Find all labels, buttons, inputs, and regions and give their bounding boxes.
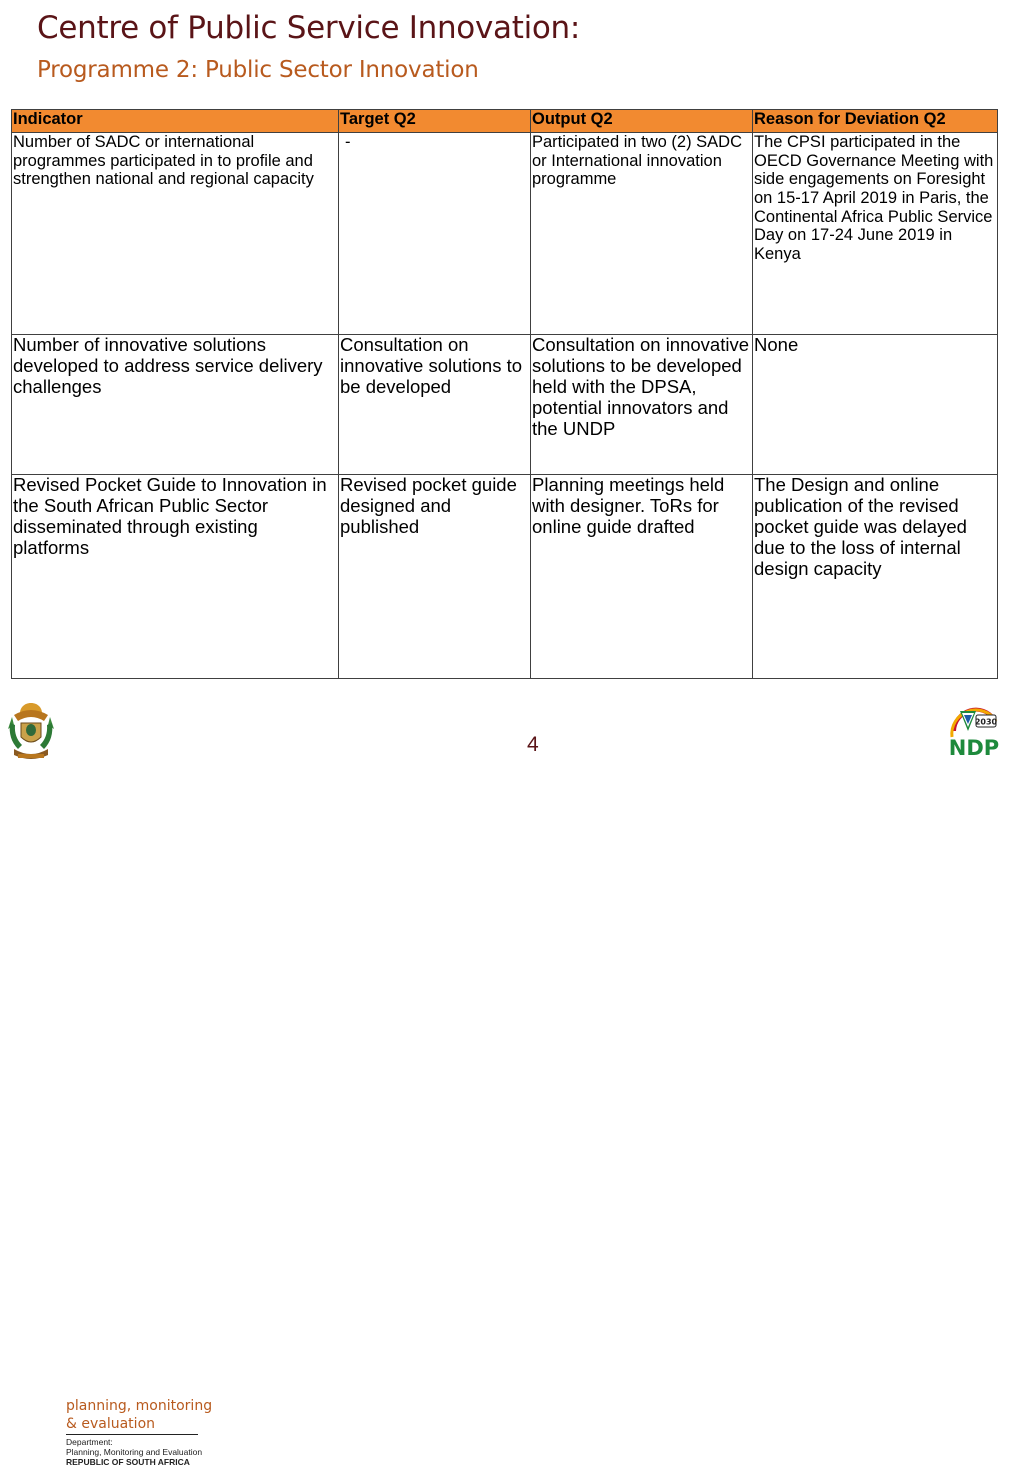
- cell-indicator: Number of SADC or international programm…: [11, 132, 339, 335]
- cell-indicator: Number of innovative solutions developed…: [11, 334, 339, 475]
- cell-target: -: [338, 132, 531, 335]
- department-full-name: Planning, Monitoring and Evaluation: [66, 1447, 203, 1457]
- republic-label: REPUBLIC OF SOUTH AFRICA: [66, 1457, 190, 1467]
- header-indicator: Indicator: [11, 109, 339, 133]
- cell-output: Planning meetings held with designer. To…: [530, 474, 753, 679]
- cell-reason: The CPSI participated in the OECD Govern…: [752, 132, 998, 335]
- ndp-2030-logo-icon: 2030 NDP: [946, 697, 1002, 763]
- ndp-text: NDP: [949, 736, 999, 760]
- header-reason: Reason for Deviation Q2: [752, 109, 998, 133]
- cell-target: Revised pocket guide designed and publis…: [338, 474, 531, 679]
- ndp-year: 2030: [975, 718, 998, 727]
- cell-target-value: -: [345, 133, 351, 151]
- south-africa-coat-of-arms-icon: [8, 703, 54, 759]
- cell-reason: The Design and online publication of the…: [752, 474, 998, 679]
- header-output: Output Q2: [530, 109, 753, 133]
- table-row: Number of innovative solutions developed…: [11, 334, 998, 475]
- department-name-line1: planning, monitoring: [66, 1398, 213, 1414]
- cell-output: Participated in two (2) SADC or Internat…: [530, 132, 753, 335]
- cell-output: Consultation on innovative solutions to …: [530, 334, 753, 475]
- page-subtitle: Programme 2: Public Sector Innovation: [37, 57, 479, 83]
- department-name-line2: & evaluation: [66, 1416, 156, 1432]
- table-row: Revised Pocket Guide to Innovation in th…: [11, 474, 998, 679]
- cell-reason: None: [752, 334, 998, 475]
- page-title: Centre of Public Service Innovation:: [37, 10, 581, 46]
- header-target: Target Q2: [338, 109, 531, 133]
- page-number: 4: [527, 733, 539, 756]
- department-label: Department:: [66, 1437, 113, 1447]
- department-logo: planning, monitoring & evaluation Depart…: [4, 697, 212, 1467]
- indicators-table: Indicator Target Q2 Output Q2 Reason for…: [11, 109, 998, 679]
- department-text: planning, monitoring & evaluation Depart…: [66, 1397, 212, 1467]
- cell-indicator: Revised Pocket Guide to Innovation in th…: [11, 474, 339, 679]
- table-header-row: Indicator Target Q2 Output Q2 Reason for…: [11, 109, 998, 133]
- department-divider: [66, 1434, 198, 1435]
- table-row: Number of SADC or international programm…: [11, 132, 998, 335]
- cell-target: Consultation on innovative solutions to …: [338, 334, 531, 475]
